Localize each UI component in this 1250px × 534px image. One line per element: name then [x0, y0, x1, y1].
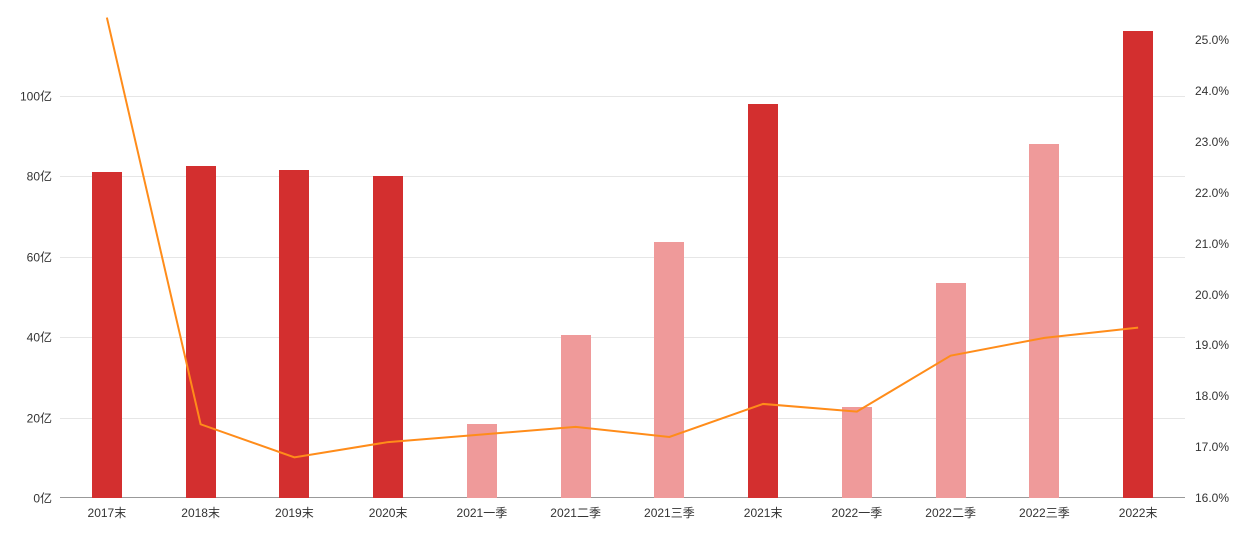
line-path [107, 18, 1138, 458]
x-tick-label: 2017末 [88, 504, 127, 521]
y1-tick-label: 80亿 [0, 168, 52, 185]
x-tick-label: 2022三季 [1019, 504, 1070, 521]
y2-tick-label: 23.0% [1195, 135, 1229, 149]
x-tick-label: 2022末 [1119, 504, 1158, 521]
line-series [60, 15, 1185, 498]
y2-tick-label: 20.0% [1195, 288, 1229, 302]
y1-tick-label: 60亿 [0, 248, 52, 265]
y2-tick-label: 19.0% [1195, 338, 1229, 352]
y2-tick-label: 18.0% [1195, 389, 1229, 403]
y2-tick-label: 16.0% [1195, 491, 1229, 505]
y2-tick-label: 17.0% [1195, 440, 1229, 454]
y2-tick-label: 25.0% [1195, 33, 1229, 47]
chart-container: 0亿 20亿 40亿 60亿 80亿 100亿 16.0% 17.0% 18.0% 19.0% 20… [0, 0, 1250, 534]
y2-tick-label: 24.0% [1195, 84, 1229, 98]
y1-tick-label: 100亿 [0, 87, 52, 104]
y2-tick-label: 22.0% [1195, 186, 1229, 200]
y1-tick-label: 20亿 [0, 409, 52, 426]
y2-tick-label: 21.0% [1195, 237, 1229, 251]
x-tick-label: 2021二季 [550, 504, 601, 521]
plot-area [60, 15, 1185, 498]
x-tick-label: 2022一季 [832, 504, 883, 521]
y1-tick-label: 0亿 [0, 490, 52, 507]
x-tick-label: 2020末 [369, 504, 408, 521]
x-tick-label: 2021末 [744, 504, 783, 521]
x-tick-label: 2019末 [275, 504, 314, 521]
x-tick-label: 2021一季 [457, 504, 508, 521]
x-tick-label: 2021三季 [644, 504, 695, 521]
x-tick-label: 2022二季 [925, 504, 976, 521]
x-tick-label: 2018末 [181, 504, 220, 521]
y1-tick-label: 40亿 [0, 329, 52, 346]
